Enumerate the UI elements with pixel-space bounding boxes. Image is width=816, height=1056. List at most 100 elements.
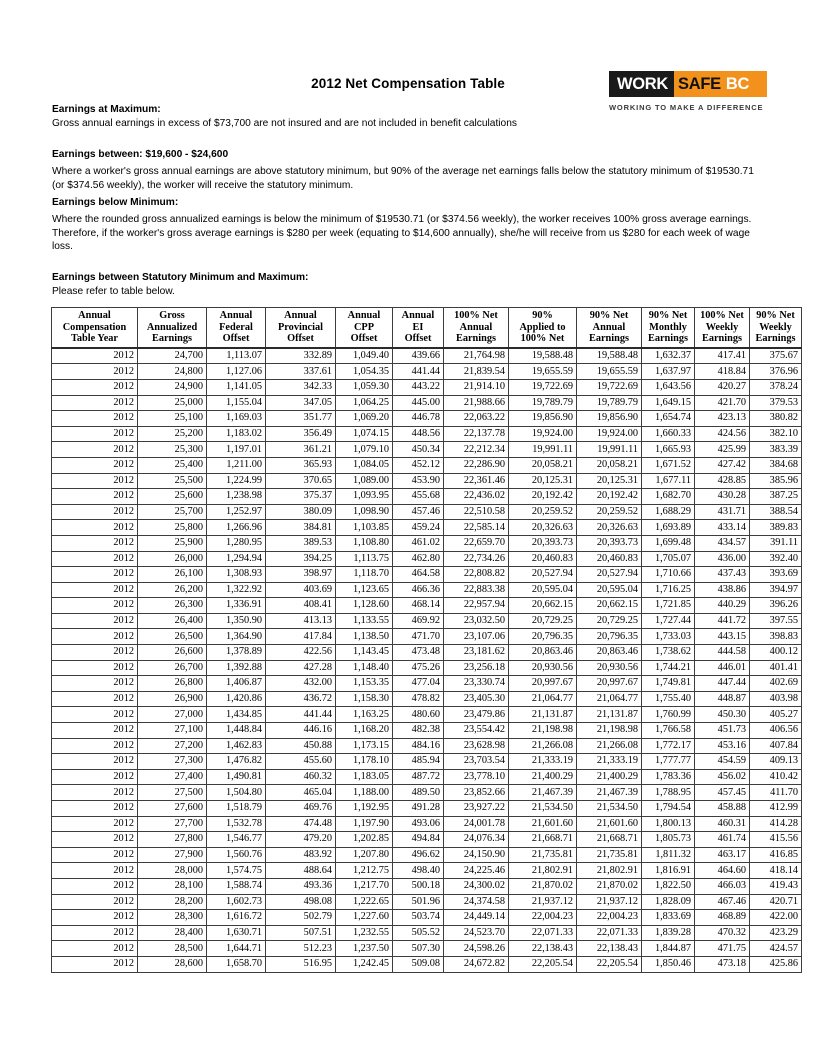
table-cell: 1,127.06: [206, 363, 266, 380]
table-cell: 477.04: [392, 675, 444, 692]
table-cell: 512.23: [265, 940, 336, 957]
column-header-line: Annual: [592, 321, 626, 333]
section-earnings-between-min-and-max: Earnings between Statutory Minimum and M…: [52, 271, 764, 299]
table-cell: 21,601.60: [508, 815, 577, 833]
table-cell: 1,336.91: [206, 597, 266, 614]
table-cell: 24,374.58: [443, 893, 509, 911]
table-cell: 20,527.94: [508, 566, 577, 583]
table-cell: 1,794.54: [641, 800, 695, 817]
table-cell: 20,595.04: [576, 581, 642, 599]
table-row: 2012 26,100 1,308.93 398.97 1,118.70 464.58 22…: [51, 566, 802, 583]
table-cell: 1,602.73: [206, 893, 266, 911]
table-cell: 453.90: [392, 472, 444, 490]
table-row: 2012 25,300 1,197.01 361.21 1,079.10 450.34 22…: [51, 441, 802, 458]
table-cell: 424.56: [694, 425, 750, 443]
table-cell: 427.28: [265, 659, 336, 677]
table-cell: 403.98: [749, 690, 802, 708]
table-cell: 21,198.98: [576, 722, 642, 739]
table-cell: 1,178.10: [335, 753, 393, 770]
column-header-line: Earnings: [701, 333, 743, 345]
table-cell: 24,523.70: [443, 924, 509, 942]
column-header-1: Gross Annualized Earnings: [137, 306, 207, 349]
column-header-line: Offset: [350, 333, 378, 345]
table-cell: 2012: [51, 846, 138, 864]
table-cell: 21,266.08: [576, 737, 642, 755]
table-cell: 394.25: [265, 550, 336, 568]
column-header-line: Annual: [78, 310, 111, 321]
table-cell: 410.42: [749, 768, 802, 786]
table-cell: 19,722.69: [508, 378, 577, 396]
table-cell: 1,074.15: [335, 425, 393, 443]
table-cell: 423.29: [749, 924, 802, 942]
table-cell: 1,588.74: [206, 877, 266, 895]
table-cell: 496.62: [392, 846, 444, 864]
table-cell: 22,071.33: [576, 924, 642, 942]
table-cell: 394.97: [749, 581, 802, 599]
table-cell: 493.06: [392, 815, 444, 833]
table-cell: 27,000: [137, 706, 207, 724]
table-cell: 1,238.98: [206, 488, 266, 505]
table-cell: 1,671.52: [641, 456, 695, 474]
table-row: 2012 25,900 1,280.95 389.53 1,108.80 461.02 22…: [51, 534, 802, 552]
column-header-line: Weekly: [759, 321, 792, 333]
table-cell: 464.60: [694, 862, 750, 879]
table-cell: 421.70: [694, 394, 750, 412]
table-cell: 1,123.65: [335, 581, 393, 599]
table-cell: 22,138.43: [508, 940, 577, 957]
table-cell: 431.71: [694, 503, 750, 521]
column-header-11: 90% Net Weekly Earnings: [749, 306, 802, 349]
table-cell: 425.86: [749, 955, 802, 973]
table-cell: 25,900: [137, 534, 207, 552]
table-cell: 23,032.50: [443, 612, 509, 630]
table-cell: 457.45: [694, 784, 750, 801]
table-cell: 450.30: [694, 706, 750, 724]
table-cell: 24,300.02: [443, 877, 509, 895]
table-cell: 376.96: [749, 363, 802, 380]
table-row: 2012 27,000 1,434.85 441.44 1,163.25 480.60 23…: [51, 706, 802, 724]
table-cell: 1,222.65: [335, 893, 393, 911]
table-cell: 1,760.99: [641, 706, 695, 724]
column-header-line: Weekly: [705, 321, 739, 333]
table-cell: 20,058.21: [576, 456, 642, 474]
table-cell: 460.32: [265, 768, 336, 786]
table-row: 2012 28,600 1,658.70 516.95 1,242.45 509.08 24…: [51, 955, 802, 973]
table-cell: 1,266.96: [206, 519, 266, 536]
logo-dark-block: WORK: [609, 71, 675, 97]
table-cell: 22,808.82: [443, 566, 509, 583]
table-cell: 21,534.50: [576, 800, 642, 817]
column-header-2: Annual Federal Offset: [206, 306, 266, 349]
table-cell: 408.41: [265, 597, 336, 614]
table-cell: 423.13: [694, 410, 750, 427]
table-cell: 24,672.82: [443, 955, 509, 973]
table-cell: 26,500: [137, 628, 207, 646]
column-header-line: Gross: [159, 310, 185, 321]
table-cell: 453.16: [694, 737, 750, 755]
table-cell: 1,237.50: [335, 940, 393, 957]
table-cell: 498.40: [392, 862, 444, 879]
table-cell: 406.56: [749, 722, 802, 739]
table-row: 2012 25,600 1,238.98 375.37 1,093.95 455.68 22…: [51, 488, 802, 505]
table-cell: 2012: [51, 612, 138, 630]
table-cell: 24,598.26: [443, 940, 509, 957]
column-header-line: Earnings: [455, 333, 497, 345]
table-cell: 21,131.87: [508, 706, 577, 724]
table-cell: 23,405.30: [443, 690, 509, 708]
table-cell: 1,406.87: [206, 675, 266, 692]
table-cell: 466.36: [392, 581, 444, 599]
table-cell: 1,660.33: [641, 425, 695, 443]
table-cell: 20,796.35: [508, 628, 577, 646]
table-cell: 438.86: [694, 581, 750, 599]
table-cell: 1,816.91: [641, 862, 695, 879]
table-cell: 491.28: [392, 800, 444, 817]
column-header-10: 100% Net Weekly Earnings: [694, 306, 750, 349]
table-cell: 25,400: [137, 456, 207, 474]
table-cell: 22,063.22: [443, 410, 509, 427]
table-cell: 1,069.20: [335, 410, 393, 427]
table-cell: 22,205.54: [508, 955, 577, 973]
table-cell: 1,420.86: [206, 690, 266, 708]
table-cell: 409.13: [749, 753, 802, 770]
table-cell: 21,467.39: [576, 784, 642, 801]
table-cell: 482.38: [392, 722, 444, 739]
table-cell: 20,259.52: [508, 503, 577, 521]
table-cell: 1,143.45: [335, 644, 393, 661]
